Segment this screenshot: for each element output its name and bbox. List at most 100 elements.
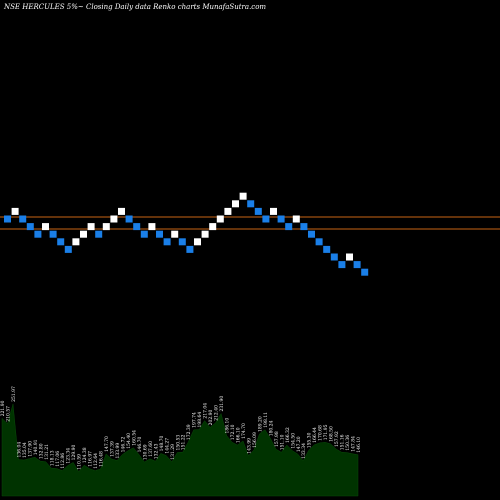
- volume-label: 146.72: [121, 437, 127, 453]
- volume-label: 166.32: [285, 427, 291, 443]
- volume-label: 112.86: [60, 453, 66, 469]
- renko-brick-down: [262, 215, 270, 223]
- volume-label: 217.04: [203, 403, 209, 419]
- renko-brick-down: [254, 207, 262, 215]
- volume-label: 180.24: [268, 420, 274, 436]
- volume-label: 148.70: [159, 436, 165, 452]
- volume-label: 137.39: [110, 441, 116, 457]
- volume-area: [1, 403, 359, 497]
- volume-label: 231.90: [219, 396, 225, 412]
- volume-label: 170.68: [318, 425, 324, 441]
- volume-label: 212.40: [214, 405, 220, 421]
- renko-brick-up: [72, 238, 80, 246]
- volume-label: 147.84: [351, 436, 357, 452]
- renko-brick-down: [285, 223, 293, 231]
- renko-brick-up: [148, 223, 156, 231]
- volume-label: 171.95: [323, 424, 329, 440]
- renko-brick-down: [4, 215, 11, 223]
- volume-label: 151.10: [279, 434, 285, 450]
- renko-brick-down: [338, 261, 346, 269]
- renko-brick-down: [330, 253, 338, 261]
- renko-brick-up: [42, 223, 49, 231]
- volume-label: 174.70: [241, 423, 247, 439]
- volume-label: 144.27: [164, 438, 170, 454]
- volume-label: 198.11: [263, 412, 269, 428]
- volume-label: 116.97: [88, 451, 94, 467]
- renko-brick-up: [171, 230, 179, 238]
- renko-brick-down: [300, 223, 308, 231]
- volume-label: 132.43: [153, 443, 159, 459]
- renko-brick-up: [110, 215, 118, 223]
- renko-brick-up: [232, 200, 239, 208]
- renko-brick-down: [315, 238, 323, 246]
- volume-label: 137.60: [148, 441, 154, 457]
- renko-brick-down: [361, 268, 369, 276]
- volume-label: 146.10: [356, 437, 362, 453]
- volume-label: 172.39: [186, 424, 192, 440]
- volume-label: 135.04: [22, 442, 28, 458]
- renko-brick-up: [201, 230, 209, 238]
- renko-brick-up: [11, 207, 19, 215]
- volume-label: 118.13: [49, 450, 55, 466]
- volume-label: 150.53: [175, 435, 181, 451]
- renko-brick-down: [186, 245, 194, 253]
- renko-brick-down: [64, 245, 72, 253]
- volume-label: 143.99: [247, 438, 253, 454]
- volume-label: 221.90: [0, 400, 6, 416]
- volume-label: 117.06: [55, 451, 61, 467]
- renko-brick-down: [323, 245, 331, 253]
- volume-label: 172.10: [230, 424, 236, 440]
- volume-label: 130.69: [142, 444, 148, 460]
- renko-brick-up: [209, 223, 217, 231]
- volume-label: 154.50: [290, 433, 296, 449]
- volume-label: 116.48: [99, 451, 105, 467]
- renko-brick-up: [292, 215, 300, 223]
- volume-label: 166.44: [312, 427, 318, 443]
- volume-label: 132.80: [38, 443, 44, 459]
- volume-label: 154.40: [126, 433, 132, 449]
- volume-label: 124.38: [82, 447, 88, 463]
- volume-label: 123.34: [66, 448, 72, 464]
- renko-brick-down: [125, 215, 133, 223]
- renko-brick-down: [133, 223, 141, 231]
- renko-brick-down: [26, 223, 34, 231]
- volume-label: 151.22: [181, 434, 187, 450]
- volume-label: 166.10: [236, 427, 242, 443]
- renko-brick-down: [277, 215, 285, 223]
- volume-label: 160.54: [131, 430, 137, 446]
- renko-brick-down: [353, 261, 361, 269]
- volume-label: 157.92: [334, 431, 340, 447]
- renko-brick-up: [80, 230, 87, 238]
- renko-brick-down: [163, 238, 171, 246]
- volume-label: 198.64: [197, 412, 203, 428]
- renko-brick-up: [194, 238, 201, 246]
- renko-brick-up: [102, 223, 110, 231]
- volume-label: 156.09: [252, 432, 258, 448]
- renko-brick-up: [346, 253, 353, 261]
- renko-brick-up: [224, 207, 232, 215]
- renko-brick-up: [270, 207, 277, 215]
- volume-label: 147.70: [104, 436, 110, 452]
- volume-label: 133.34: [301, 443, 307, 459]
- renko-brick-down: [95, 230, 103, 238]
- volume-label: 136.04: [16, 442, 22, 458]
- renko-brick-up: [118, 207, 125, 215]
- volume-label: 131.29: [170, 444, 176, 460]
- renko-brick-up: [239, 192, 247, 200]
- renko-brick-down: [178, 238, 186, 246]
- volume-label: 146.70: [137, 437, 143, 453]
- renko-brick-down: [140, 230, 148, 238]
- volume-label: 129.90: [71, 445, 77, 461]
- renko-brick-down: [308, 230, 315, 238]
- volume-label: 112.64: [93, 453, 99, 469]
- volume-label: 140.91: [33, 439, 39, 455]
- renko-brick-down: [57, 238, 65, 246]
- renko-brick-down: [19, 215, 27, 223]
- volume-label: 210.57: [6, 406, 12, 422]
- renko-brick-down: [49, 230, 57, 238]
- volume-label: 151.16: [340, 434, 346, 450]
- renko-brick-down: [156, 230, 163, 238]
- renko-brick-down: [34, 230, 42, 238]
- volume-label: 157.98: [274, 431, 280, 447]
